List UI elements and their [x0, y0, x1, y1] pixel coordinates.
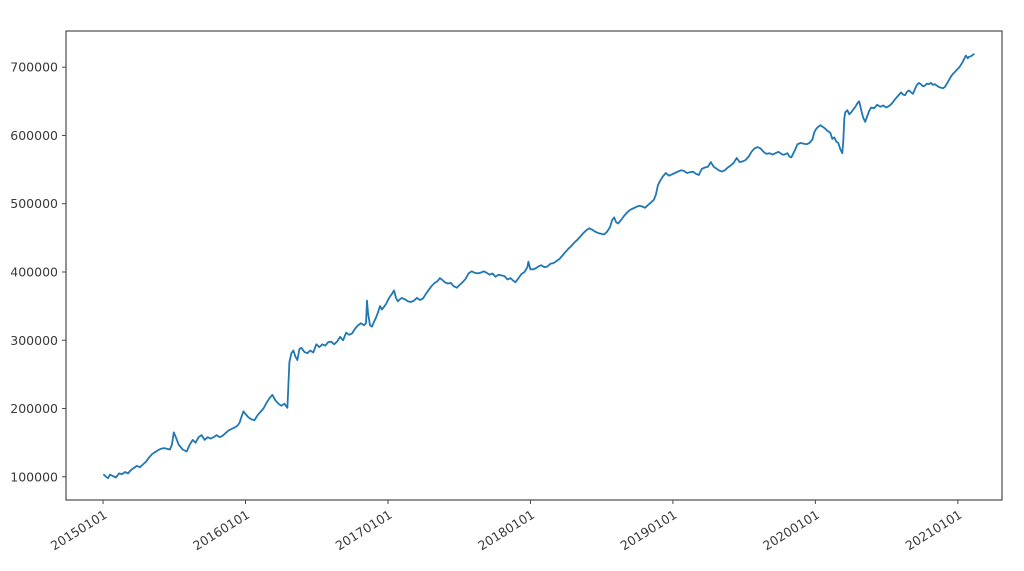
y-tick-label: 200000 — [10, 401, 58, 416]
y-tick-label: 400000 — [10, 264, 58, 279]
y-tick-label: 300000 — [10, 333, 58, 348]
x-tick-label: 20200101 — [760, 507, 822, 553]
x-tick-label: 20160101 — [190, 507, 252, 553]
x-tick-label: 20180101 — [475, 507, 537, 553]
x-tick-label: 20150101 — [48, 507, 110, 553]
y-tick-label: 100000 — [10, 469, 58, 484]
y-tick-label: 600000 — [10, 128, 58, 143]
x-tick-label: 20190101 — [618, 507, 680, 553]
y-tick-label: 500000 — [10, 196, 58, 211]
x-tick-label: 20170101 — [333, 507, 395, 553]
data-series-line — [103, 53, 975, 480]
y-tick-label: 700000 — [10, 60, 58, 75]
plot-frame — [65, 30, 1003, 501]
x-tick-label: 20210101 — [903, 507, 965, 553]
